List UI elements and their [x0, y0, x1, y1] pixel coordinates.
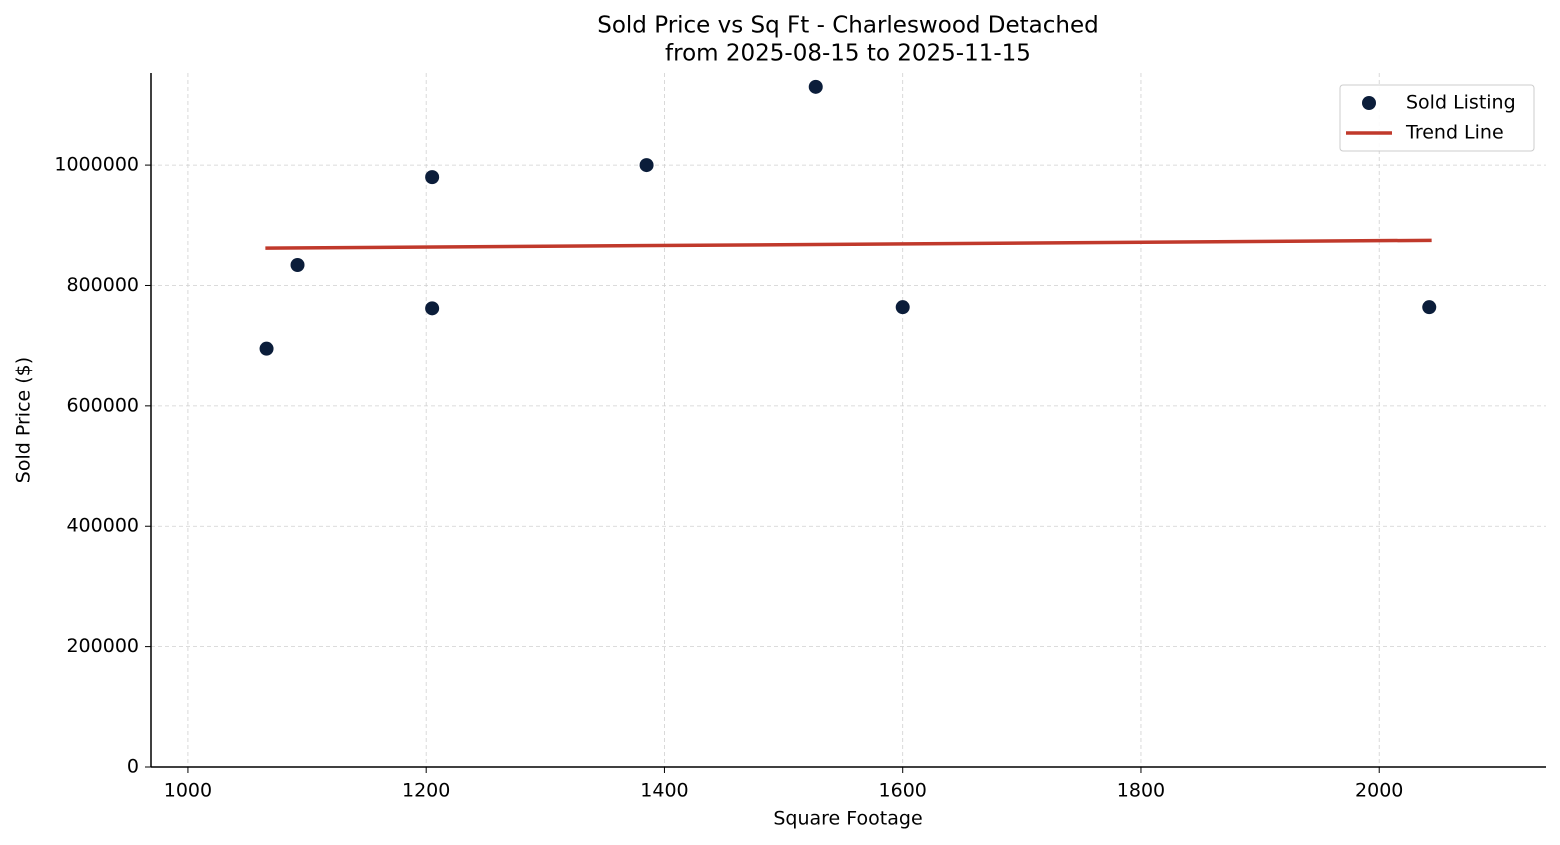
y-tick-label: 0: [127, 756, 139, 778]
chart-subtitle: from 2025-08-15 to 2025-11-15: [665, 41, 1031, 67]
x-tick-label: 1400: [640, 780, 688, 802]
legend-label: Sold Listing: [1406, 92, 1516, 114]
data-point: [290, 258, 305, 273]
data-point: [1422, 300, 1437, 315]
x-tick-label: 1600: [879, 780, 927, 802]
x-tick-label: 1800: [1117, 780, 1165, 802]
y-axis-label: Sold Price ($): [13, 357, 35, 483]
data-point: [808, 79, 823, 94]
x-tick-label: 1000: [164, 780, 212, 802]
data-point: [895, 300, 910, 315]
trend-line: [265, 238, 1432, 250]
y-tick-label: 600000: [66, 394, 139, 416]
data-point: [259, 341, 274, 356]
y-tick-label: 200000: [66, 635, 139, 657]
x-tick-label: 2000: [1355, 780, 1403, 802]
legend-label: Trend Line: [1405, 122, 1504, 144]
legend-swatch: [1362, 96, 1376, 110]
y-tick-label: 1000000: [54, 154, 139, 176]
data-point: [639, 158, 654, 173]
x-tick-label: 1200: [402, 780, 450, 802]
x-axis-label: Square Footage: [773, 808, 922, 830]
y-tick-label: 400000: [66, 515, 139, 537]
chart-title: Sold Price vs Sq Ft - Charleswood Detach…: [597, 13, 1099, 39]
data-point: [425, 170, 440, 185]
data-point: [425, 301, 440, 316]
y-tick-label: 800000: [66, 274, 139, 296]
